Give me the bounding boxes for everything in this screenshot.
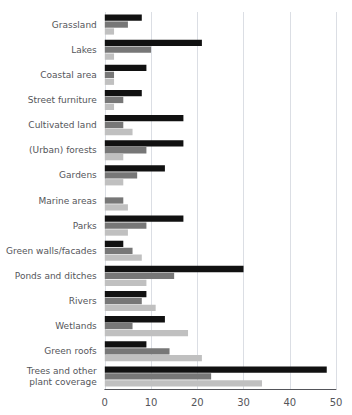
svg-text:Cultivated land: Cultivated land bbox=[28, 120, 96, 130]
svg-text:40: 40 bbox=[283, 397, 296, 408]
svg-text:Grassland: Grassland bbox=[52, 20, 97, 30]
svg-text:(Urban) forests: (Urban) forests bbox=[29, 145, 97, 155]
svg-text:10: 10 bbox=[145, 397, 158, 408]
svg-text:Marine areas: Marine areas bbox=[38, 196, 97, 206]
svg-text:Parks: Parks bbox=[73, 221, 97, 231]
svg-text:Coastal area: Coastal area bbox=[40, 70, 96, 80]
svg-text:plant coverage: plant coverage bbox=[29, 377, 97, 387]
svg-text:Rivers: Rivers bbox=[69, 296, 97, 306]
svg-text:Lakes: Lakes bbox=[71, 45, 97, 55]
svg-text:Wetlands: Wetlands bbox=[55, 321, 97, 331]
svg-text:Ponds and ditches: Ponds and ditches bbox=[15, 271, 97, 281]
svg-text:Trees and other: Trees and other bbox=[26, 366, 97, 376]
svg-text:Green walls/facades: Green walls/facades bbox=[6, 246, 97, 256]
svg-text:30: 30 bbox=[237, 397, 250, 408]
svg-text:Green roofs: Green roofs bbox=[44, 346, 97, 356]
svg-text:Gardens: Gardens bbox=[59, 170, 97, 180]
svg-text:20: 20 bbox=[191, 397, 204, 408]
svg-text:Street furniture: Street furniture bbox=[28, 95, 98, 105]
svg-text:50: 50 bbox=[330, 397, 343, 408]
svg-text:0: 0 bbox=[102, 397, 108, 408]
